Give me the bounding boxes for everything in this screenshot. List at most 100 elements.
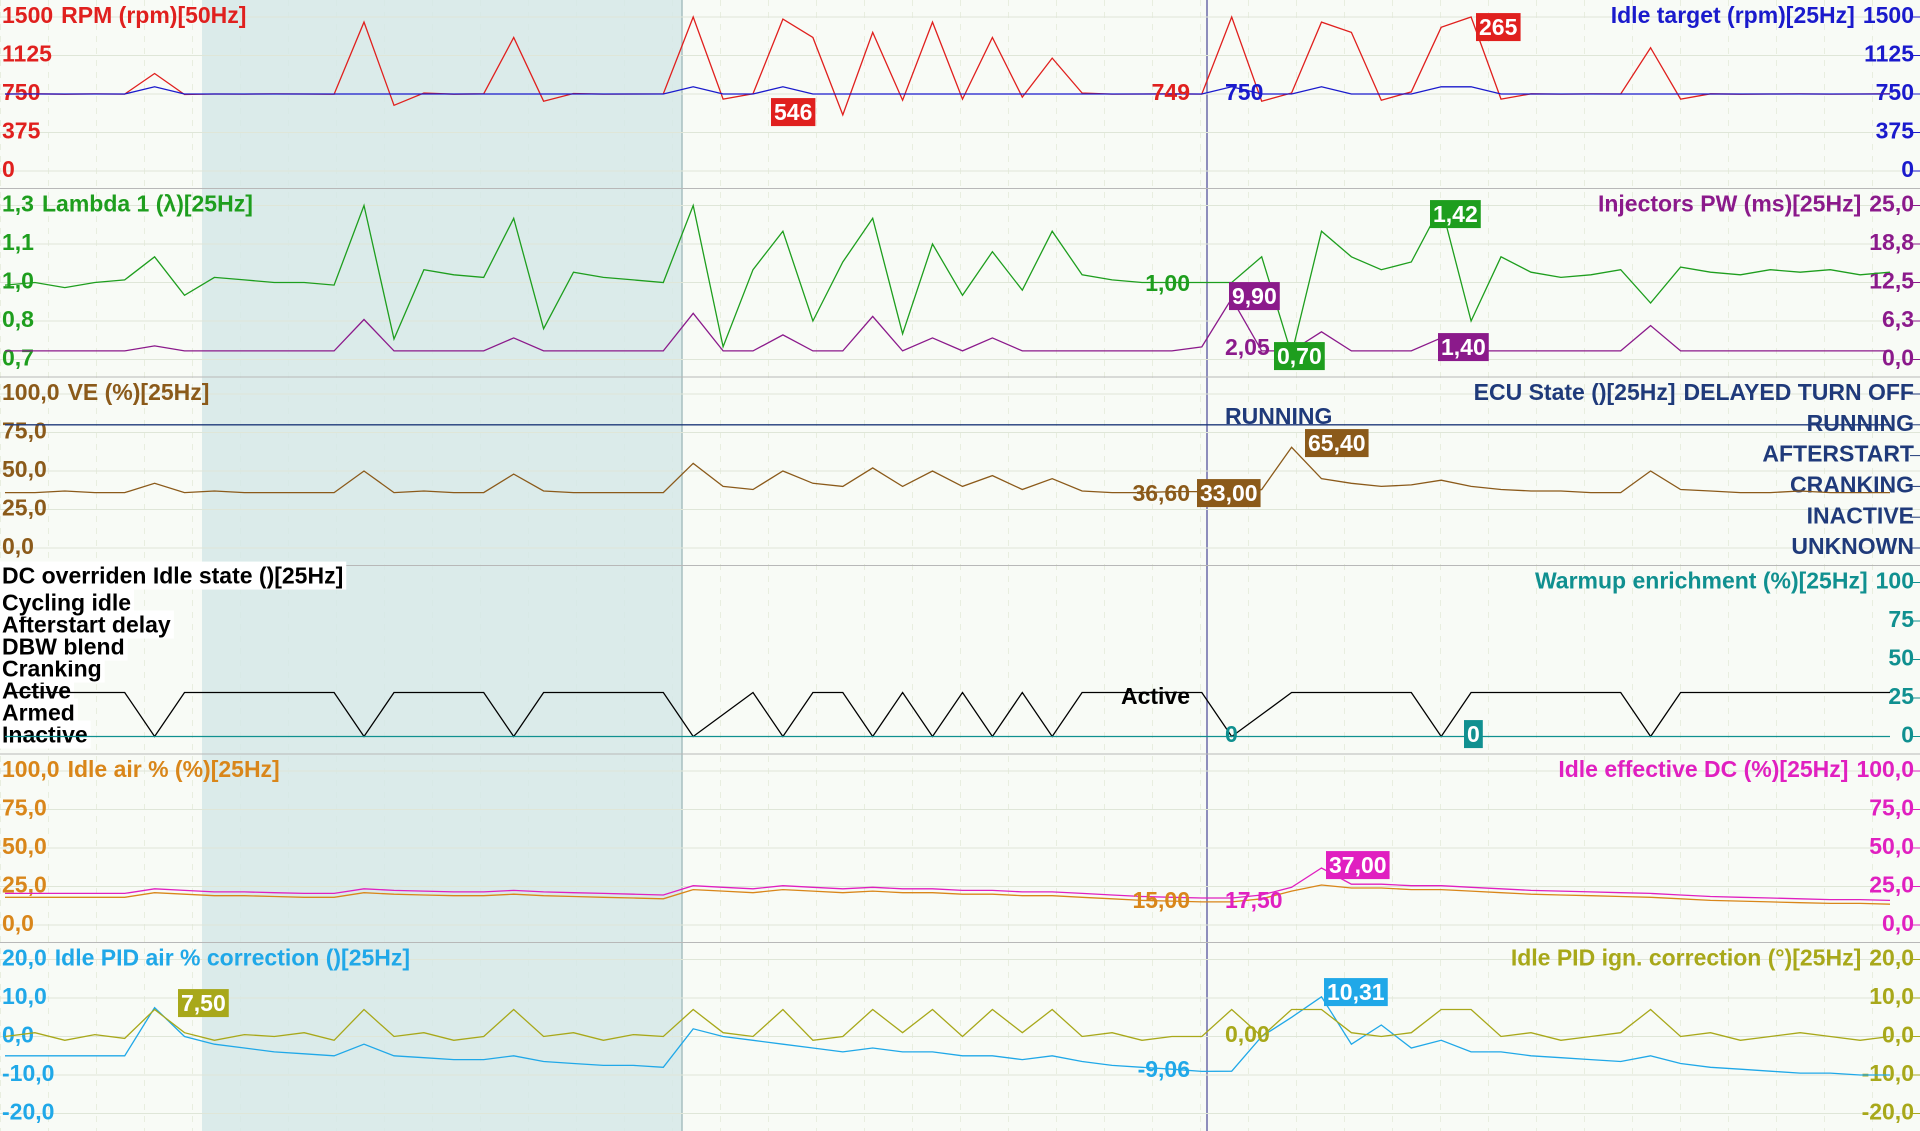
label-box [1438,333,1489,362]
value-label: 0,00 [1225,1021,1270,1047]
y-tick-label: 0,8 [2,306,34,332]
left-axis-title: 1,3 Lambda 1 (λ)[25Hz] [2,191,253,217]
y2-tick-label: 0 [1901,156,1914,182]
y2-tick-label: 375 [1876,118,1915,144]
y2-tick-label: 18,8 [1869,229,1914,255]
series-name: Injectors PW (ms)[25Hz] [1598,191,1861,217]
y2-tick-label: 100,0 [1856,756,1914,782]
left-axis-title: 20,0 Idle PID air % correction ()[25Hz] [2,945,410,971]
series-line [5,86,1890,95]
series-line [5,691,1890,738]
y2-tick-label: 12,5 [1869,268,1914,294]
value-label: 17,50 [1225,887,1283,913]
y2-tick-label: 750 [1876,79,1914,105]
value-label: 7,50 [181,990,226,1016]
y-tick-label: 1,1 [2,229,34,255]
left-axis-title: 100,0 Idle air % (%)[25Hz] [2,756,280,782]
y-tick-label: 375 [2,118,41,144]
series-line [4,1008,1891,1042]
series-name: Idle target (rpm)[25Hz] [1611,2,1855,28]
value-label: 265 [1479,14,1518,40]
y-tick-label: 25,0 [2,495,47,521]
y2-tick-label: 1500 [1863,2,1914,28]
y2-tick-label: AFTERSTART [1762,441,1914,467]
value-label: RUNNING [1225,403,1332,429]
series-line [5,446,1890,498]
series-line [5,884,1891,905]
y-tick-label: 50,0 [2,456,47,482]
y2-tick-label: 75,0 [1869,795,1914,821]
y2-tick-label: DELAYED TURN OFF [1684,379,1914,405]
y2-tick-label: 25 [1888,683,1914,709]
y-tick-label: 75,0 [2,418,47,444]
label-box [178,989,229,1018]
y2-tick-label: 6,3 [1882,306,1914,332]
y-tick-label: 0,7 [2,345,34,371]
series-name: VE (%)[25Hz] [68,379,210,405]
series-name: Idle PID air % correction ()[25Hz] [55,945,410,971]
series-line [4,203,1891,357]
right-axis-title: Injectors PW (ms)[25Hz] 25,0 [1598,191,1914,217]
series-name: Idle effective DC (%)[25Hz] [1558,756,1848,782]
y2-tick-label: 75 [1888,606,1914,632]
y2-tick-label: 0,0 [1882,345,1914,371]
label-box [1430,200,1481,229]
right-axis-title: Warmup enrichment (%)[25Hz] 100 [1535,568,1914,594]
value-label: 0,70 [1277,343,1322,369]
y-tick-label: 100,0 [2,756,60,782]
y2-tick-label: 25,0 [1869,872,1914,898]
series-name: Idle air % (%)[25Hz] [68,756,280,782]
y-tick-label: 750 [2,79,40,105]
y-tick-label: 0,0 [2,533,34,559]
y-tick-label: 1125 [2,41,52,67]
y2-tick-label: -20,0 [1862,1099,1914,1125]
panel: 0,0 25,0 50,0 75,0 100,0 VE (%)[25Hz] UNKNOWN I… [0,376,1920,559]
value-label: 10,31 [1327,979,1385,1005]
label-box [1305,429,1369,458]
y-tick-label: 0 [2,156,15,182]
value-label: Active [1121,683,1190,709]
panel: -20,0 -10,0 0,0 10,0 20,0 Idle PID air % corr… [0,942,1920,1125]
label-box [1197,479,1261,508]
label-box [1274,342,1325,371]
left-axis-title: 1500 RPM (rpm)[50Hz] [2,2,246,28]
value-label: 0 [1225,721,1238,747]
series-name: Warmup enrichment (%)[25Hz] [1535,568,1868,594]
label-box [0,588,135,617]
y-tick-label: 75,0 [2,795,47,821]
panel: 0 375 750 1125 1500 RPM (rpm)[50Hz] 0 375 750 112… [0,2,1920,182]
label-box [1324,978,1388,1007]
series-line [5,867,1891,902]
panel: 0,7 0,8 1,0 1,1 1,3 Lambda 1 (λ)[25Hz] 0,0 6,3 1… [0,188,1920,371]
y-tick-label: 50,0 [2,833,47,859]
value-label: 65,40 [1308,430,1366,456]
label-box [771,98,816,127]
y-tick-label: -10,0 [2,1060,54,1086]
value-label: 750 [1225,79,1263,105]
y-tick-label: 0,0 [2,910,34,936]
value-label: 1,42 [1433,201,1478,227]
label-box [1326,851,1390,880]
right-axis-title: Idle PID ign. correction (°)[25Hz] 20,0 [1511,945,1914,971]
y2-tick-label: 1125 [1864,41,1914,67]
series-line [5,995,1890,1076]
value-label: 2,05 [1225,334,1270,360]
y-tick-label: 1,3 [2,191,34,217]
value-label: 0 [1467,721,1480,747]
series-name: DC overriden Idle state ()[25Hz] [2,563,343,589]
y2-tick-label: CRANKING [1790,471,1914,497]
y-tick-label: 20,0 [2,945,47,971]
right-axis-title: Idle effective DC (%)[25Hz] 100,0 [1558,756,1914,782]
label-box [1464,720,1483,749]
y-tick-label: -20,0 [2,1099,54,1125]
left-axis-title: 100,0 VE (%)[25Hz] [2,379,209,405]
label-box [1229,282,1280,311]
series-name: Lambda 1 (λ)[25Hz] [42,191,253,217]
value-label: 37,00 [1329,852,1387,878]
label-box [1476,13,1521,42]
y2-tick-label: 0 [1901,722,1914,748]
value-label: -9,06 [1138,1056,1190,1082]
series-name: Idle PID ign. correction (°)[25Hz] [1511,945,1861,971]
